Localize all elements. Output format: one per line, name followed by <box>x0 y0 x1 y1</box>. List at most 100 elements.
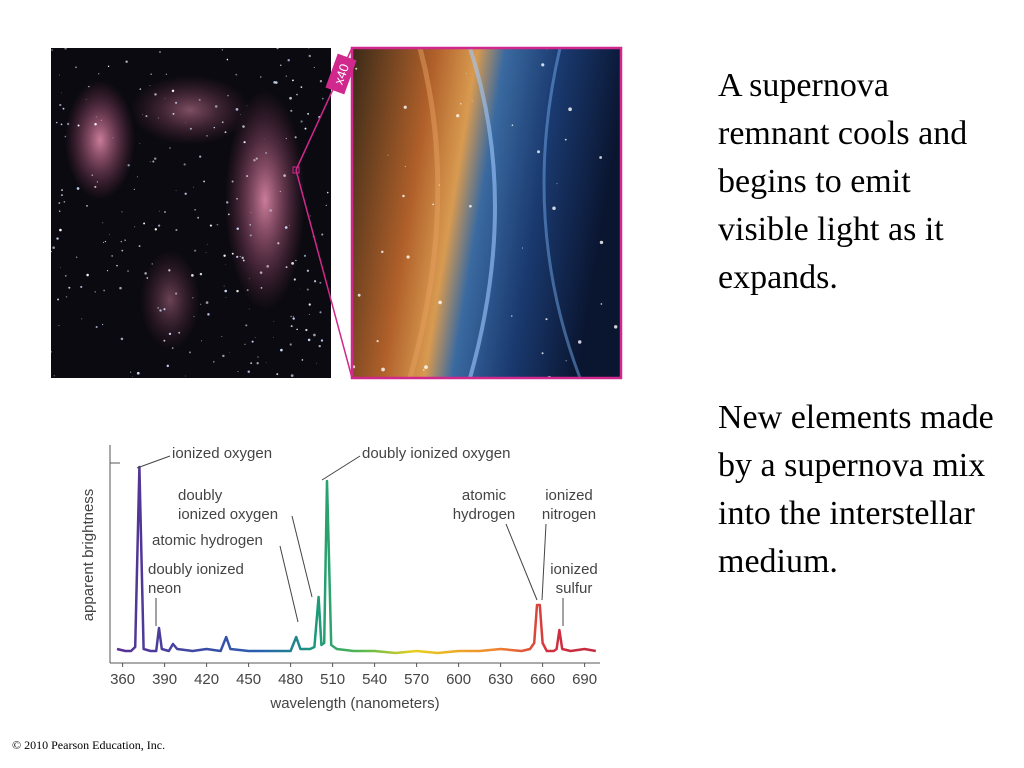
star <box>213 126 216 129</box>
x-tick-label: 690 <box>572 671 597 688</box>
annotation: atomic <box>462 487 507 504</box>
star <box>136 176 138 178</box>
star <box>197 216 200 219</box>
star <box>56 237 59 240</box>
annotation: doubly <box>178 487 223 504</box>
star <box>64 135 67 138</box>
star <box>65 275 67 277</box>
tag-bg <box>325 53 357 95</box>
star <box>81 318 83 320</box>
star <box>98 73 100 75</box>
star <box>599 156 603 159</box>
star <box>289 343 292 346</box>
star <box>276 48 279 50</box>
star <box>214 105 218 108</box>
star <box>265 362 267 364</box>
star <box>381 367 385 372</box>
star <box>249 234 252 237</box>
footer: © 2010 Pearson Education, Inc. <box>12 738 166 752</box>
star <box>227 94 229 97</box>
star <box>242 125 245 128</box>
star <box>432 203 434 206</box>
star <box>124 239 126 241</box>
star <box>76 187 80 190</box>
star <box>294 136 297 139</box>
star <box>121 211 123 213</box>
star <box>68 286 71 289</box>
star <box>193 316 195 318</box>
star <box>284 226 288 229</box>
star <box>206 243 208 245</box>
star <box>246 175 249 178</box>
x-tick-label: 390 <box>152 671 177 688</box>
star <box>77 124 80 127</box>
star <box>58 324 60 326</box>
star <box>225 297 227 298</box>
star <box>223 254 226 257</box>
star <box>289 225 290 226</box>
star <box>159 309 162 312</box>
star <box>125 60 128 63</box>
star <box>169 147 171 149</box>
annotation: ionized oxygen <box>172 445 272 462</box>
star <box>146 277 149 279</box>
star <box>103 289 105 292</box>
star <box>522 247 524 249</box>
star <box>355 67 358 70</box>
star <box>277 242 280 245</box>
star <box>438 300 442 305</box>
star <box>290 109 293 112</box>
star <box>120 240 122 243</box>
star <box>403 105 407 109</box>
star <box>296 93 298 96</box>
star <box>216 223 219 226</box>
magnification: x40 <box>331 62 352 87</box>
star <box>104 240 107 243</box>
star <box>308 54 311 58</box>
star <box>63 201 66 203</box>
star <box>166 364 170 368</box>
star <box>305 328 308 332</box>
annotation-leader <box>321 455 361 481</box>
star <box>245 324 248 327</box>
star <box>273 321 275 322</box>
star <box>256 362 259 365</box>
star <box>95 116 97 118</box>
star <box>127 270 129 272</box>
star <box>292 317 295 320</box>
annotation-leader <box>136 455 171 469</box>
star <box>51 251 52 253</box>
star <box>178 331 181 334</box>
star <box>96 181 98 183</box>
star <box>424 365 428 369</box>
annotation: ionized <box>550 561 598 578</box>
x-tick-label: 630 <box>488 671 513 688</box>
star <box>250 362 253 365</box>
star <box>306 288 309 291</box>
star <box>175 101 178 104</box>
star <box>152 160 155 163</box>
x-tick-label: 540 <box>362 671 387 688</box>
star <box>313 333 316 337</box>
star <box>313 280 317 283</box>
star <box>191 274 194 277</box>
star <box>292 315 294 317</box>
star <box>376 340 379 343</box>
star <box>157 117 159 119</box>
star <box>259 271 263 274</box>
star <box>321 97 324 100</box>
star <box>150 73 152 75</box>
star <box>175 190 177 192</box>
star <box>142 114 143 115</box>
star <box>301 359 304 361</box>
spectrum-chart: 360 390 420 450 480 510 540 570 600 630 660 690 wave… <box>80 445 600 712</box>
star <box>51 351 52 353</box>
x-tick-label: 480 <box>278 671 303 688</box>
star <box>205 252 207 253</box>
star <box>185 122 187 124</box>
star <box>130 371 132 373</box>
star <box>58 202 61 204</box>
star <box>51 49 53 51</box>
star <box>134 226 136 228</box>
star <box>164 98 166 100</box>
